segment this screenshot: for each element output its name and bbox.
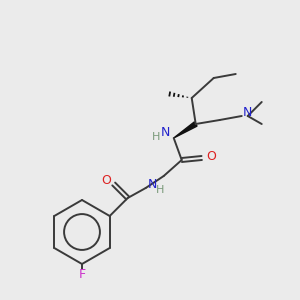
Polygon shape	[174, 122, 197, 138]
Text: O: O	[206, 151, 216, 164]
Text: H: H	[155, 185, 164, 195]
Text: N: N	[161, 125, 170, 139]
Text: H: H	[152, 132, 160, 142]
Text: N: N	[243, 106, 252, 118]
Text: N: N	[148, 178, 158, 190]
Text: F: F	[78, 268, 85, 281]
Text: O: O	[101, 173, 111, 187]
